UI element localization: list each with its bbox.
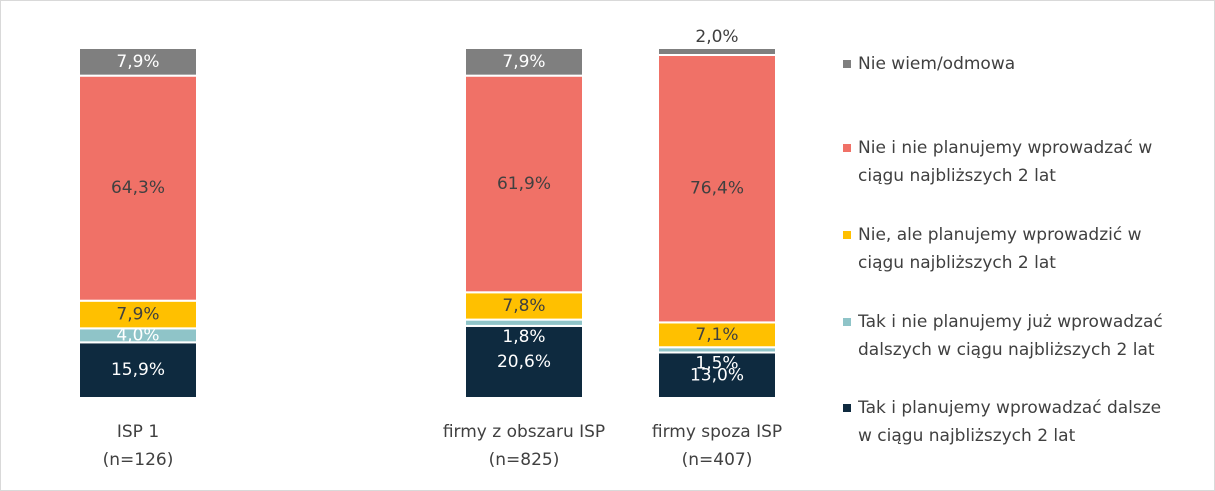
value-label: 15,9% [111, 360, 165, 380]
value-label: 4,0% [116, 325, 159, 345]
bar-segment [464, 74, 584, 294]
legend-swatch [843, 404, 851, 412]
value-label: 7,9% [116, 52, 159, 72]
bar-segment [78, 47, 198, 77]
legend-label: Nie wiem/odmowa [858, 54, 1016, 74]
value-label: 76,4% [690, 179, 744, 199]
x-tick-label: firmy spoza ISP (n=407) [651, 422, 783, 470]
x-tick-label-box: firmy z obszaru ISP (n=825) [442, 422, 606, 470]
x-tick-label-box: firmy spoza ISP (n=407) [651, 422, 783, 470]
legend-label-box: Nie, ale planujemy wprowadzić w ciągu na… [858, 225, 1142, 273]
legend-label-box: Tak i nie planujemy już wprowadzać dalsz… [858, 312, 1163, 360]
legend-label: Tak i nie planujemy już wprowadzać dalsz… [858, 312, 1163, 360]
legend-label-box: Nie i nie planujemy wprowadzać w ciągu n… [858, 138, 1153, 186]
legend-label: Nie, ale planujemy wprowadzić w ciągu na… [858, 225, 1142, 273]
bar-segment [657, 47, 777, 56]
bar-segment [78, 74, 198, 302]
value-label: 64,3% [111, 178, 165, 198]
value-label: 7,8% [502, 296, 545, 316]
value-label: 61,9% [497, 174, 551, 194]
x-tick-label: firmy z obszaru ISP (n=825) [442, 422, 606, 470]
value-label: 1,5% [695, 354, 738, 374]
value-label: 2,0% [695, 27, 738, 47]
legend-swatch [843, 60, 851, 68]
bar-segment [78, 299, 198, 330]
bar-segment [464, 291, 584, 321]
value-label: 1,8% [502, 327, 545, 347]
bar-segment [78, 341, 198, 400]
legend-swatch [843, 231, 851, 239]
value-label: 20,6% [497, 352, 551, 372]
legend-label-box: Nie wiem/odmowa [858, 54, 1016, 74]
legend-swatch [843, 144, 851, 152]
x-tick-label-box: ISP 1 (n=126) [102, 422, 174, 470]
legend-label: Tak i planujemy wprowadzać dalsze w ciąg… [858, 398, 1162, 446]
legend-label-box: Tak i planujemy wprowadzać dalsze w ciąg… [858, 398, 1162, 446]
bar-segment [657, 54, 777, 324]
legend-label: Nie i nie planujemy wprowadzać w ciągu n… [858, 138, 1153, 186]
bar-segment [464, 47, 584, 77]
value-label: 13,0% [690, 365, 744, 385]
x-tick-label: ISP 1 (n=126) [102, 422, 174, 470]
value-label: 7,1% [695, 325, 738, 345]
value-label: 7,9% [502, 52, 545, 72]
bar-segment [657, 351, 777, 399]
legend-swatch [843, 318, 851, 326]
value-label: 7,9% [116, 305, 159, 325]
